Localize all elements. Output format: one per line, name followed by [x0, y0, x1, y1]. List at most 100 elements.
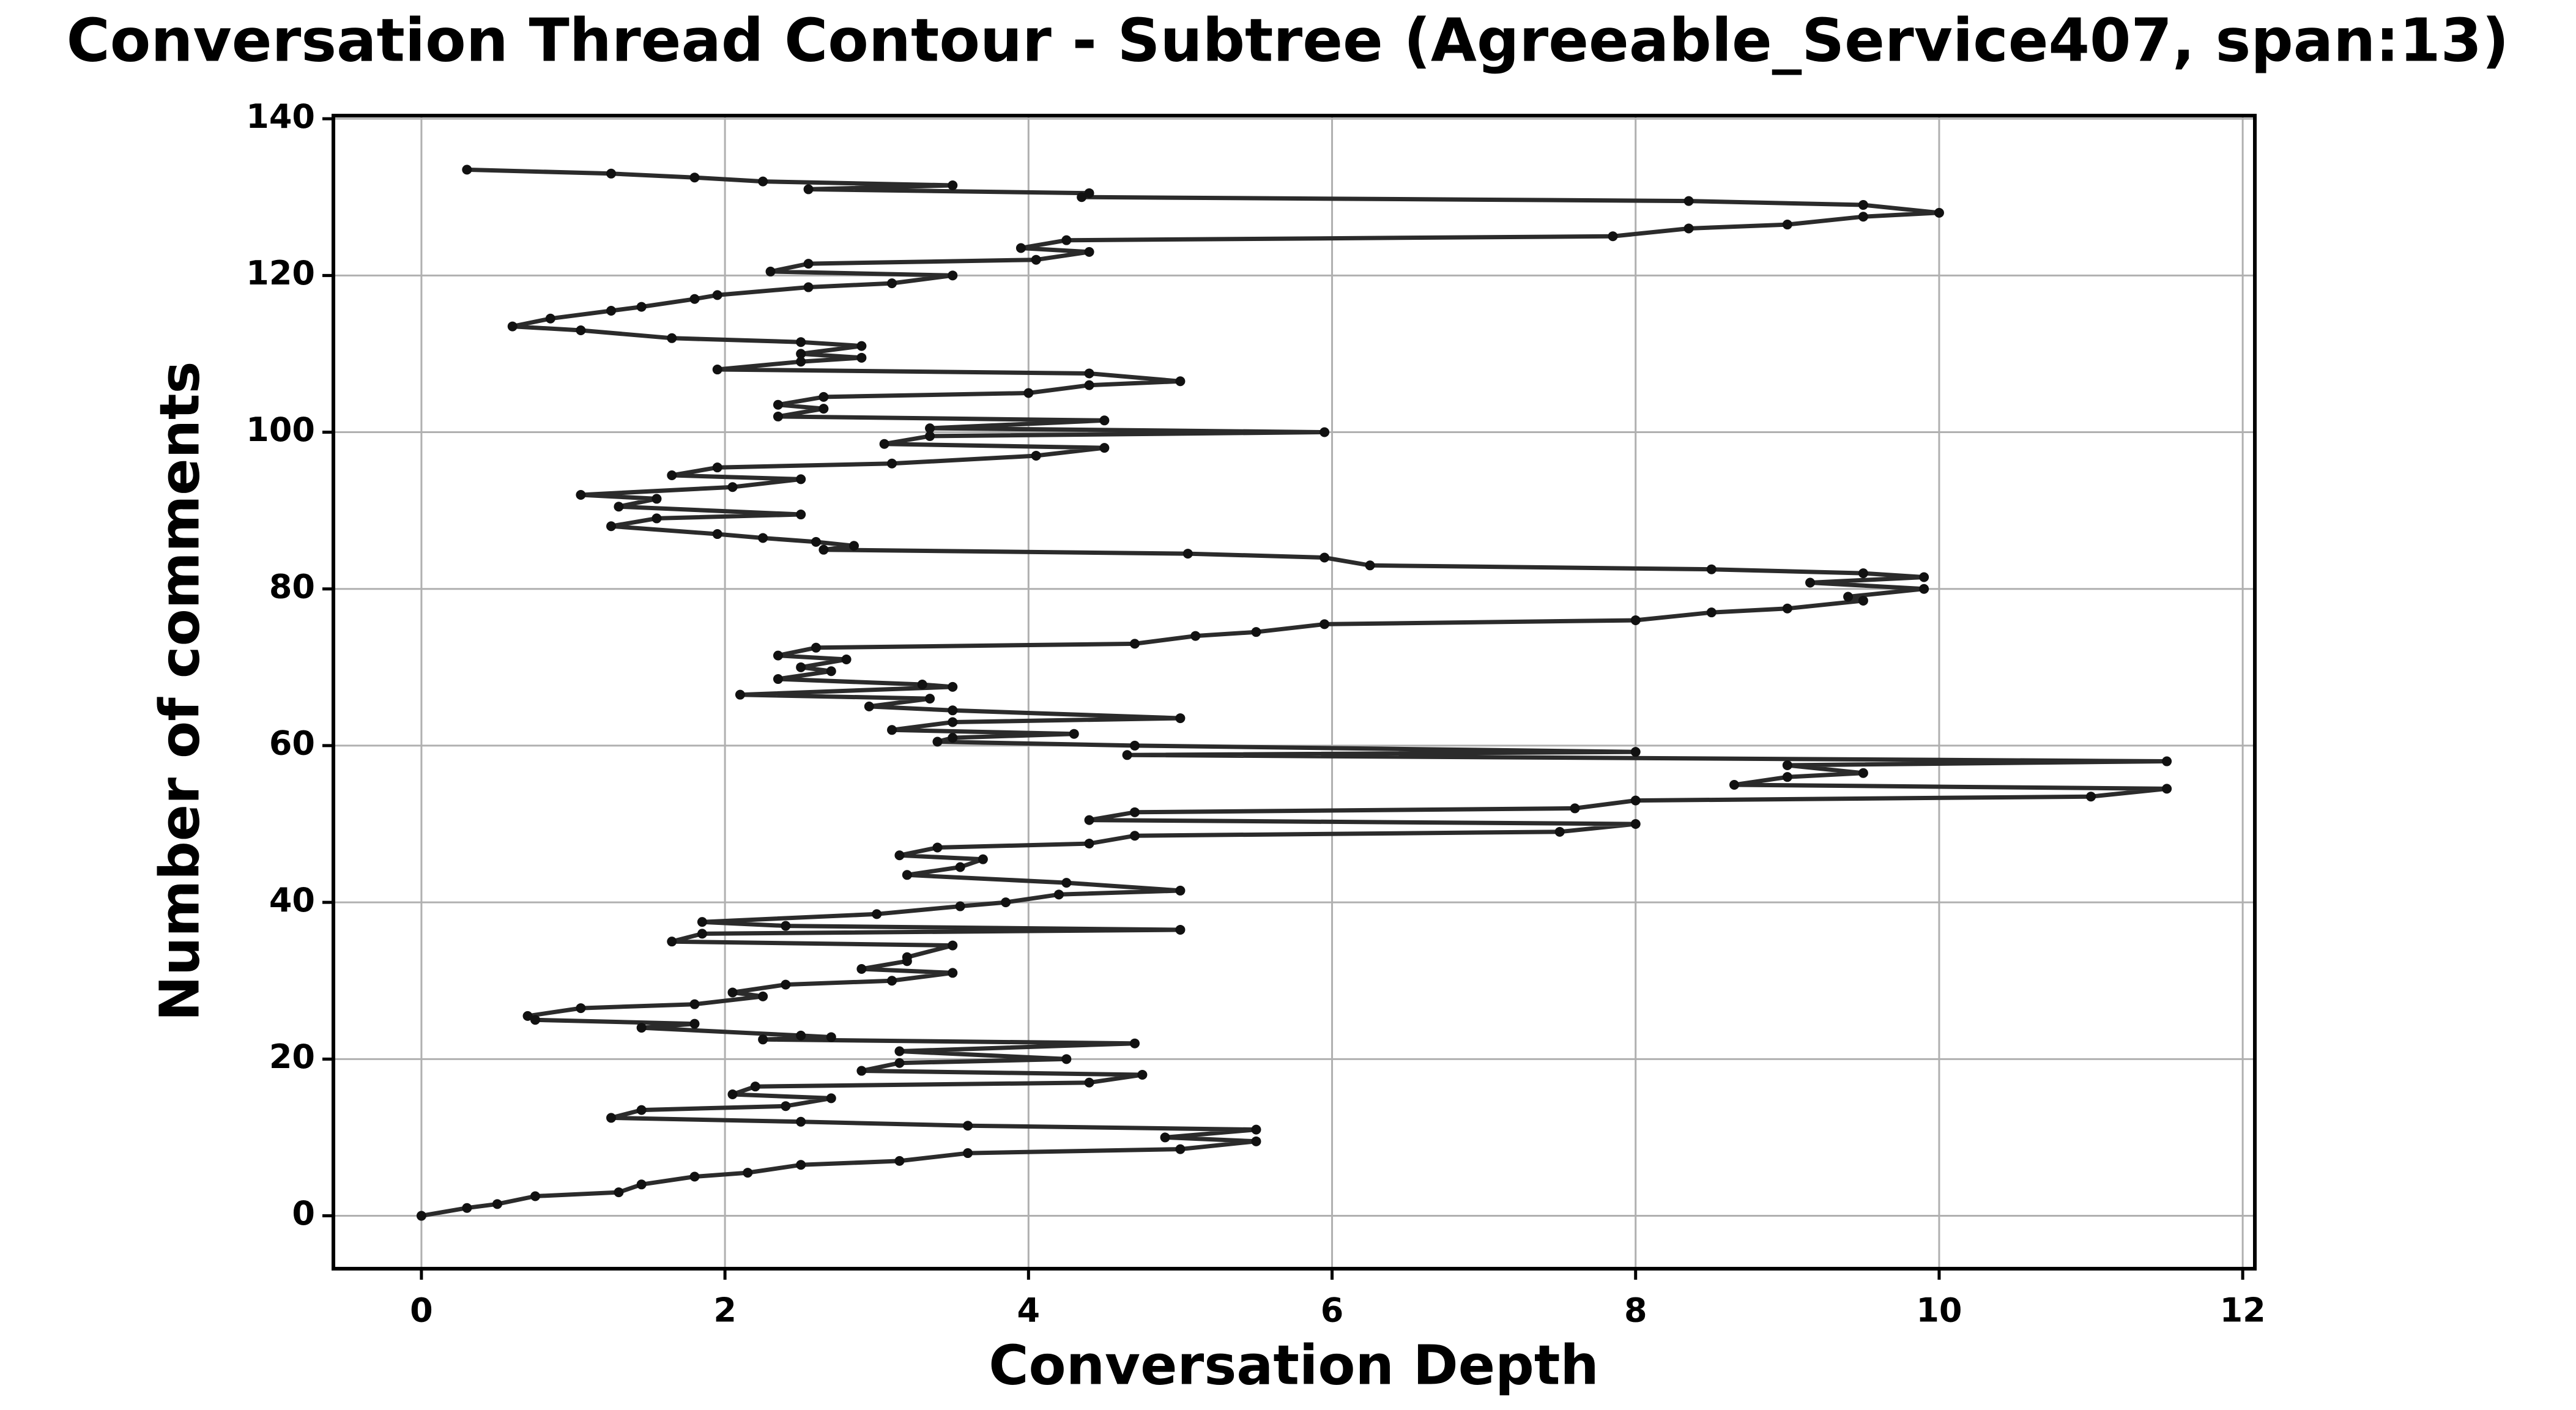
data-point — [1001, 897, 1011, 908]
data-point — [1031, 450, 1041, 461]
data-point — [522, 1011, 533, 1021]
data-point — [948, 681, 958, 692]
data-point — [894, 1058, 905, 1068]
data-point — [894, 1156, 905, 1166]
data-point — [1084, 839, 1094, 849]
data-point — [796, 1160, 806, 1170]
data-point — [1919, 584, 1929, 594]
data-point — [2086, 792, 2096, 802]
data-point — [1182, 549, 1193, 559]
data-point — [1122, 750, 1132, 760]
data-point — [614, 502, 624, 512]
data-point — [818, 391, 829, 402]
data-point — [796, 357, 806, 367]
data-point — [416, 1211, 426, 1221]
data-point — [1858, 768, 1868, 778]
data-point — [667, 333, 677, 343]
data-point — [811, 536, 821, 547]
data-point — [1858, 200, 1868, 210]
data-point — [848, 541, 859, 551]
data-point — [1061, 1054, 1072, 1064]
x-tick-label: 2 — [713, 1291, 737, 1330]
data-point — [887, 458, 897, 469]
data-point — [932, 842, 943, 853]
data-point — [803, 184, 814, 195]
data-point — [1934, 207, 1944, 218]
data-point — [651, 513, 662, 524]
data-point — [1084, 247, 1094, 257]
data-point — [689, 1019, 700, 1029]
data-point — [826, 666, 836, 677]
data-point — [651, 494, 662, 504]
data-point — [1031, 254, 1041, 265]
data-point — [841, 655, 852, 665]
data-point — [606, 305, 617, 316]
data-point — [1015, 243, 1026, 253]
data-point — [614, 1187, 624, 1198]
data-point — [925, 431, 935, 441]
data-point — [1320, 619, 1330, 629]
x-axis-label: Conversation Depth — [989, 1333, 1599, 1397]
data-point — [758, 176, 768, 187]
data-point — [856, 341, 867, 351]
data-point — [872, 909, 882, 919]
data-point — [1320, 427, 1330, 437]
data-point — [712, 365, 722, 375]
data-point — [803, 282, 814, 292]
y-axis-label: Number of comments — [147, 362, 211, 1022]
data-point — [1175, 376, 1186, 387]
data-point — [1053, 889, 1064, 900]
data-point — [887, 278, 897, 289]
data-point — [803, 259, 814, 269]
data-point — [576, 490, 586, 500]
data-point — [530, 1191, 540, 1201]
data-point — [856, 964, 867, 974]
data-point — [796, 474, 806, 484]
data-point — [1782, 220, 1792, 230]
data-point — [1782, 772, 1792, 782]
y-tick-label: 20 — [269, 1037, 315, 1076]
data-point — [750, 1082, 760, 1092]
data-point — [1251, 1136, 1261, 1146]
plot-frame — [332, 114, 2257, 1271]
data-point — [492, 1199, 502, 1209]
data-point — [887, 725, 897, 735]
data-point — [1805, 577, 1816, 588]
data-point — [1129, 807, 1140, 817]
data-point — [948, 180, 958, 191]
data-point — [948, 705, 958, 716]
data-point — [2162, 756, 2172, 766]
data-point — [1365, 560, 1375, 571]
data-point — [955, 901, 965, 911]
data-point — [796, 1116, 806, 1127]
data-point — [1630, 615, 1641, 625]
y-tick-label: 140 — [246, 97, 315, 136]
data-point — [712, 529, 722, 540]
data-point — [462, 165, 472, 175]
data-point — [667, 470, 677, 480]
data-point — [773, 674, 783, 685]
data-point — [697, 929, 707, 939]
x-tick-label: 0 — [410, 1291, 433, 1330]
data-point — [796, 337, 806, 347]
data-point — [932, 737, 943, 747]
data-point — [963, 1148, 973, 1159]
data-point — [758, 1034, 768, 1045]
data-point — [796, 349, 806, 359]
data-point — [1099, 415, 1110, 426]
data-point — [1608, 231, 1618, 242]
data-point — [1129, 831, 1140, 841]
data-point — [1129, 1038, 1140, 1048]
data-point — [1129, 740, 1140, 751]
data-point — [636, 302, 647, 312]
data-point — [811, 642, 821, 653]
data-point — [925, 423, 935, 434]
data-point — [689, 999, 700, 1009]
data-point — [781, 921, 791, 931]
data-point — [1706, 607, 1717, 618]
data-point — [781, 1101, 791, 1111]
data-point — [1175, 924, 1186, 935]
data-point — [1084, 815, 1094, 825]
